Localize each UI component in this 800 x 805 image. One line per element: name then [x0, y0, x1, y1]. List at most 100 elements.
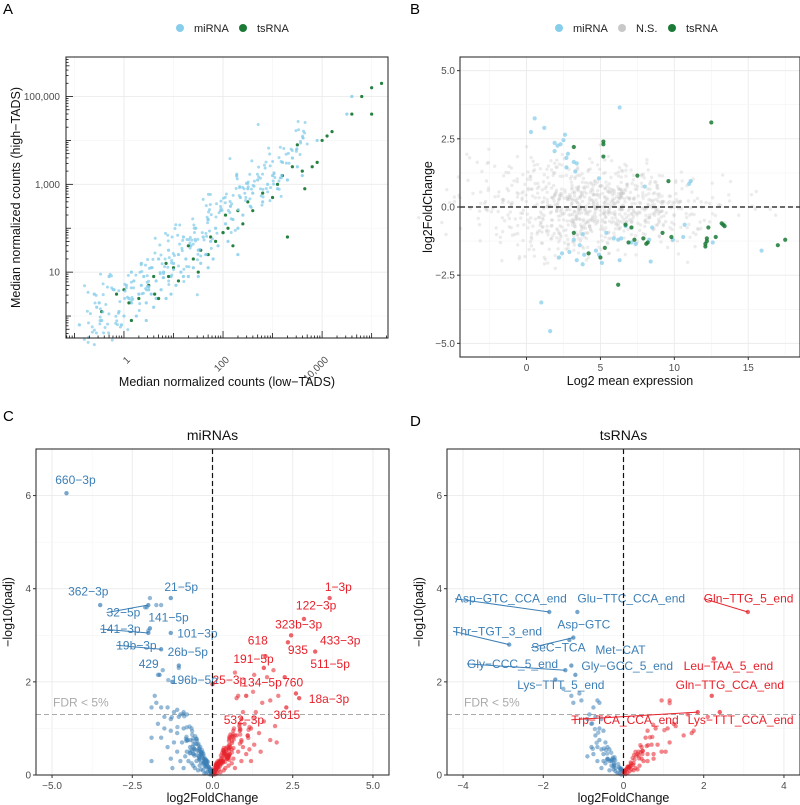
ns-point [646, 216, 650, 220]
ns-point [607, 210, 611, 214]
ns-point [500, 200, 505, 205]
up-point [659, 749, 664, 754]
down-point [197, 748, 203, 753]
ns-point [644, 213, 648, 218]
mirna-point [257, 175, 261, 179]
ns-point [507, 225, 511, 229]
ns-point [573, 198, 577, 202]
ns-point [592, 180, 597, 184]
down-point [611, 763, 617, 768]
ns-point [643, 208, 647, 213]
ns-point [664, 211, 669, 215]
ns-point [544, 228, 549, 232]
ns-point [529, 187, 534, 191]
mirna-point [261, 187, 265, 191]
ns-point [554, 165, 558, 169]
mirna-point [582, 252, 587, 257]
ns-point [623, 200, 627, 204]
mirna-point [571, 237, 576, 242]
mirna-point [143, 263, 147, 267]
mirna-point [284, 161, 288, 165]
ns-point [525, 177, 530, 181]
up-point [226, 763, 231, 768]
ns-point [607, 191, 612, 195]
up-point [240, 709, 246, 715]
up-point [234, 695, 239, 701]
legend-key-ns [618, 24, 626, 32]
ns-point [515, 195, 520, 199]
tsrna-point [223, 213, 228, 217]
mirna-point [152, 305, 156, 309]
ns-point [522, 223, 526, 227]
mirna-point [297, 128, 301, 132]
mirna-point [181, 238, 185, 242]
ns-point [575, 233, 580, 237]
y-tick-label: 5.0 [441, 66, 455, 77]
point-label: Trp−TCA_CCA_end [571, 713, 678, 727]
ns-point [656, 199, 660, 203]
ns-point [515, 177, 519, 181]
ns-point [619, 191, 624, 196]
mirna-point [167, 279, 171, 283]
ns-point [556, 247, 560, 251]
tsrna-point [251, 209, 255, 213]
point-label: Thr−TGT_3_end [453, 624, 542, 638]
ns-point [526, 188, 531, 192]
point-label: 25−3p [213, 673, 247, 687]
panel-title: miRNAs [187, 427, 238, 443]
up-point [268, 698, 273, 703]
mirna-point [147, 279, 151, 283]
up-point [252, 672, 257, 678]
ns-point [566, 243, 570, 247]
ns-point [526, 218, 530, 222]
label-connector [531, 637, 574, 649]
ns-point [507, 164, 511, 169]
ns-point [526, 226, 530, 230]
ns-point [653, 191, 657, 195]
down-point [175, 707, 180, 712]
tsrna-point [666, 178, 671, 184]
ns-point [654, 209, 658, 214]
down-point [601, 751, 606, 757]
ns-point [599, 247, 603, 252]
ns-point [655, 183, 659, 187]
mirna-point [542, 125, 547, 131]
ns-point [563, 190, 567, 194]
ns-point [502, 219, 507, 223]
mirna-point [204, 231, 208, 235]
mirna-point [246, 185, 250, 189]
x-tick-label: 5 [598, 363, 604, 374]
ns-point [575, 200, 580, 205]
ns-point [572, 210, 576, 214]
ns-point [635, 184, 640, 188]
tsrna-point [660, 230, 665, 236]
down-point [175, 749, 180, 754]
mirna-point [214, 215, 218, 219]
ns-point [580, 172, 584, 176]
up-point [649, 742, 654, 747]
labeled-point [157, 672, 162, 678]
ns-point [528, 216, 533, 220]
ns-point [594, 222, 598, 226]
point-label: 191−5p [233, 652, 274, 666]
ns-point [577, 206, 581, 211]
tsrna-point [275, 182, 280, 186]
up-point [220, 757, 226, 762]
ns-point [578, 208, 582, 212]
up-point [250, 689, 256, 695]
ns-point [693, 244, 697, 249]
mirna-point [236, 226, 240, 230]
ns-point [580, 199, 585, 204]
ns-point [532, 254, 537, 258]
ns-point [535, 162, 540, 167]
ns-point [565, 207, 570, 212]
down-point [599, 765, 604, 771]
ns-point [670, 220, 674, 225]
ns-point [561, 174, 565, 178]
ns-point [521, 189, 526, 194]
ns-point [588, 224, 592, 228]
ns-point [560, 163, 564, 167]
ns-point [641, 231, 645, 236]
ns-point [588, 167, 592, 171]
